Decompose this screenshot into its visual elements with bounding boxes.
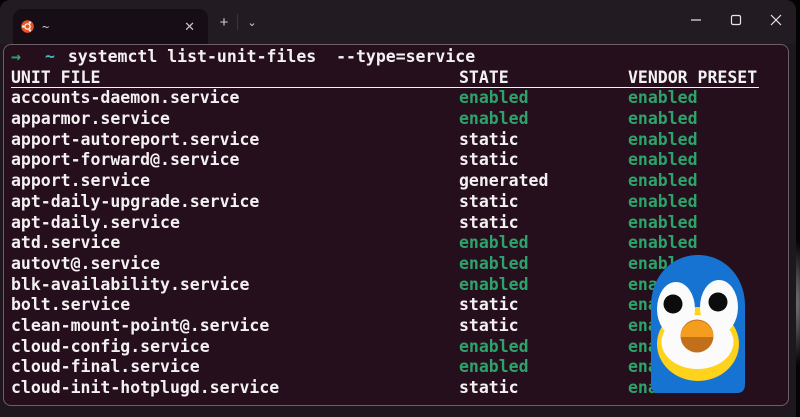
state-cell: enabled bbox=[459, 274, 529, 294]
title-bar[interactable]: ~ ✕ + ⌄ bbox=[0, 0, 796, 44]
state-cell: static bbox=[459, 212, 519, 232]
unit-file-cell: apt-daily.service bbox=[11, 212, 180, 232]
state-cell: enabled bbox=[459, 109, 529, 129]
vendor-preset-cell: enabled bbox=[628, 171, 698, 191]
unit-file-cell: atd.service bbox=[11, 233, 121, 253]
table-row: apt-daily.service static enabled bbox=[11, 213, 788, 234]
window-controls bbox=[676, 0, 796, 40]
unit-file-cell: apport-forward@.service bbox=[11, 150, 240, 170]
prompt-arrow: → bbox=[11, 47, 21, 66]
state-cell: enabled bbox=[459, 88, 529, 108]
unit-table-body: accounts-daemon.service enabled enabled … bbox=[11, 88, 788, 398]
maximize-icon bbox=[730, 14, 742, 26]
tab-home[interactable]: ~ ✕ bbox=[13, 9, 208, 44]
minimize-button[interactable] bbox=[676, 0, 716, 40]
vendor-preset-cell: enabled bbox=[628, 109, 698, 129]
state-cell: static bbox=[459, 129, 519, 149]
vendor-preset-cell: enabled bbox=[628, 212, 698, 232]
table-row: atd.service enabled enabled bbox=[11, 233, 788, 254]
close-button[interactable] bbox=[756, 0, 796, 40]
state-cell: generated bbox=[459, 171, 549, 191]
penguin-right-eye bbox=[708, 292, 728, 312]
table-row: apport-forward@.service static enabled bbox=[11, 150, 788, 171]
state-cell: static bbox=[459, 295, 519, 315]
state-cell: enabled bbox=[459, 357, 529, 377]
header-vendor-preset: VENDOR PRESET bbox=[628, 67, 758, 87]
unit-file-cell: apt-daily-upgrade.service bbox=[11, 191, 260, 211]
vendor-preset-cell: enabled bbox=[628, 129, 698, 149]
unit-file-cell: bolt.service bbox=[11, 295, 131, 315]
table-row: apport.service generated enabled bbox=[11, 171, 788, 192]
table-header: UNIT FILE STATE VENDOR PRESET bbox=[11, 68, 759, 89]
state-cell: static bbox=[459, 191, 519, 211]
prompt-line: → ~ systemctl list-unit-files --type=servi… bbox=[11, 47, 788, 68]
vendor-preset-cell: enabled bbox=[628, 88, 698, 108]
prompt-cwd: ~ bbox=[44, 47, 55, 66]
unit-file-cell: accounts-daemon.service bbox=[11, 88, 240, 108]
header-unit-file: UNIT FILE bbox=[11, 67, 101, 87]
vendor-preset-cell: enabled bbox=[628, 191, 698, 211]
table-row: apparmor.service enabled enabled bbox=[11, 109, 788, 130]
state-cell: static bbox=[459, 150, 519, 170]
unit-file-cell: cloud-config.service bbox=[11, 336, 210, 356]
new-tab-button[interactable]: + bbox=[219, 13, 229, 31]
maximize-button[interactable] bbox=[716, 0, 756, 40]
state-cell: static bbox=[459, 315, 519, 335]
vendor-preset-cell: enabled bbox=[628, 150, 698, 170]
unit-file-cell: autovt@.service bbox=[11, 253, 161, 273]
unit-file-cell: apparmor.service bbox=[11, 109, 170, 129]
penguin-logo bbox=[651, 255, 745, 393]
state-cell: enabled bbox=[459, 336, 529, 356]
tab-dropdown-button[interactable]: ⌄ bbox=[247, 16, 257, 29]
button-separator bbox=[237, 14, 238, 30]
state-cell: static bbox=[459, 378, 519, 397]
vendor-preset-cell: enabled bbox=[628, 233, 698, 253]
state-cell: enabled bbox=[459, 253, 529, 273]
unit-file-cell: apport-autoreport.service bbox=[11, 129, 260, 149]
state-cell: enabled bbox=[459, 233, 529, 253]
tab-title: ~ bbox=[42, 19, 50, 34]
unit-file-cell: cloud-init-hotplugd.service bbox=[11, 378, 280, 397]
tab-close-icon[interactable]: ✕ bbox=[184, 19, 195, 34]
unit-file-cell: blk-availability.service bbox=[11, 274, 250, 294]
penguin-left-eye bbox=[663, 294, 683, 314]
unit-file-cell: apport.service bbox=[11, 171, 151, 191]
unit-file-cell: clean-mount-point@.service bbox=[11, 315, 270, 335]
close-icon bbox=[770, 14, 782, 26]
header-state: STATE bbox=[459, 67, 509, 87]
minimize-icon bbox=[691, 19, 701, 21]
command-text: systemctl list-unit-files --type=service bbox=[67, 47, 476, 66]
unit-file-cell: cloud-final.service bbox=[11, 357, 200, 377]
table-row: accounts-daemon.service enabled enabled bbox=[11, 88, 788, 109]
penguin-beak bbox=[680, 319, 714, 353]
table-row: apport-autoreport.service static enabled bbox=[11, 130, 788, 151]
ubuntu-logo-icon bbox=[21, 20, 34, 33]
table-row: apt-daily-upgrade.service static enabled bbox=[11, 192, 788, 213]
